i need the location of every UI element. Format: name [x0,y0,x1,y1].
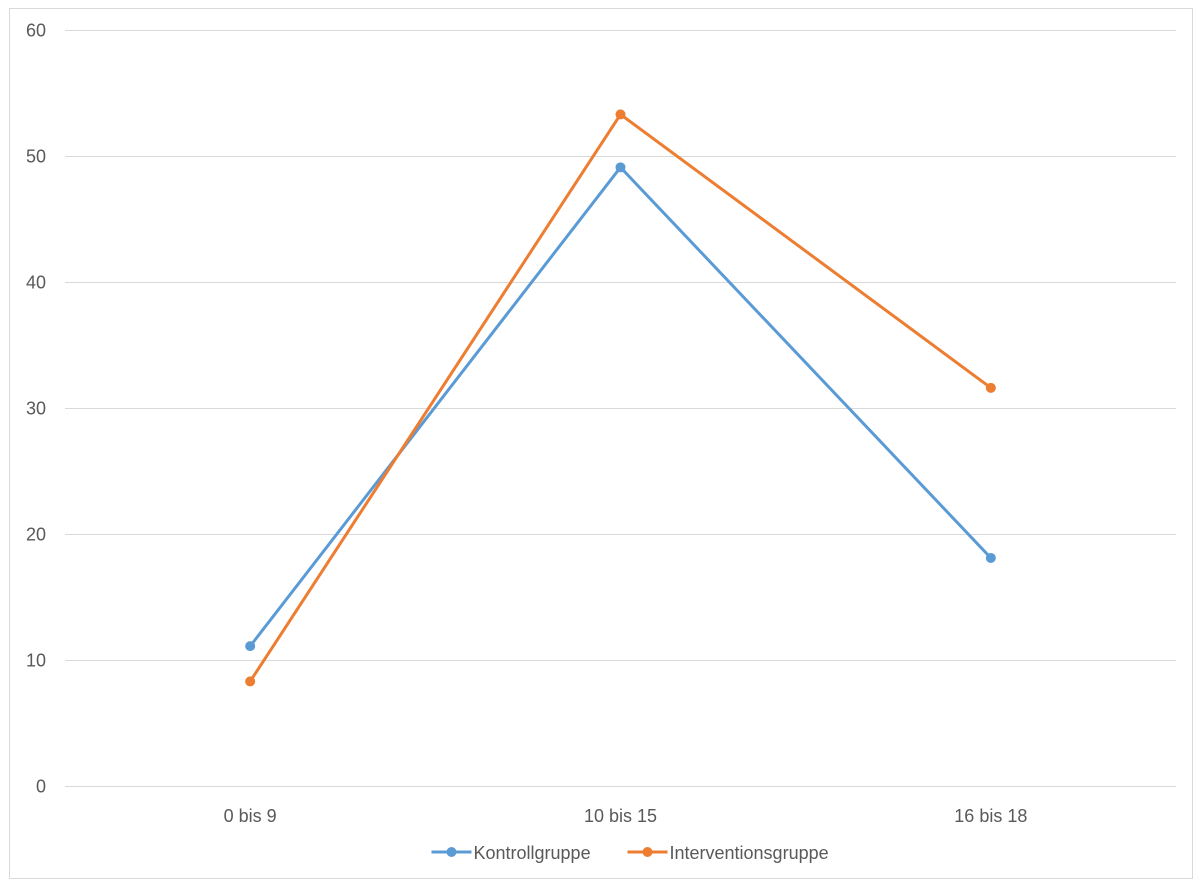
data-point [985,382,996,393]
y-tick-label: 10 [26,651,46,671]
legend-label: Kontrollgruppe [474,843,591,863]
x-tick-label: 16 bis 18 [954,806,1027,826]
legend: Kontrollgruppe Interventionsgruppe [431,843,829,863]
legend-label: Interventionsgruppe [670,843,829,863]
y-tick-label: 0 [36,777,46,797]
y-axis-ticks: 0 10 20 30 40 50 60 [26,21,46,797]
x-tick-label: 0 bis 9 [224,806,277,826]
legend-item: Kontrollgruppe [431,843,591,863]
data-point [985,552,996,563]
data-point [245,676,256,687]
y-tick-label: 30 [26,399,46,419]
y-tick-label: 50 [26,147,46,167]
series-layer [245,109,996,687]
legend-item: Interventionsgruppe [627,843,829,863]
series-1 [245,162,996,652]
x-axis-ticks: 0 bis 9 10 bis 15 16 bis 18 [224,806,1028,826]
y-tick-label: 20 [26,525,46,545]
data-point [245,641,256,652]
chart-border [9,8,1193,879]
series-2 [245,109,996,687]
y-tick-label: 40 [26,273,46,293]
gridlines [65,30,1176,787]
data-point [615,162,626,173]
data-point [615,109,626,120]
legend-marker [446,847,457,857]
x-tick-label: 10 bis 15 [584,806,657,826]
y-tick-label: 60 [26,21,46,41]
legend-marker [642,847,653,857]
